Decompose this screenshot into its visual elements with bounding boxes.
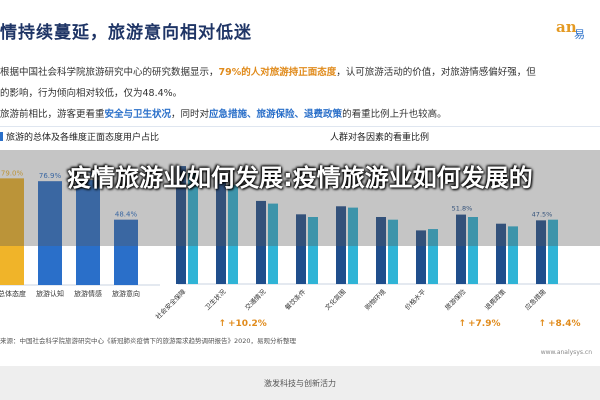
right-bar-1-series-1	[176, 166, 186, 284]
left-bar-value-4: 48.4%	[115, 211, 138, 219]
right-annotation-1: +10.2%	[228, 319, 267, 329]
right-bar-7-series-1	[416, 230, 426, 284]
highlight-79: 79%的人对旅游持正面态度	[218, 67, 337, 78]
right-chart-title-text: 人群对各因素的看重比例	[330, 133, 430, 143]
left-category-label-1: 总体态度	[0, 289, 26, 298]
right-category-label-6: 购物环境	[363, 287, 388, 312]
title-overlay	[0, 150, 600, 246]
right-bar-4-series-2	[308, 217, 318, 284]
summary-line-1: 根据中国社会科学院旅游研究中心的研究数据显示，79%的人对旅游持正面态度，认可旅…	[0, 62, 600, 83]
right-value-label-2: 47.5%	[532, 210, 553, 218]
right-category-label-8: 旅游保险	[443, 287, 468, 312]
summary-text: 的影响，行为倾向相对较低，仅为48.4%。	[0, 88, 183, 99]
title-marker	[0, 132, 3, 141]
footer-bar: 激发科技与创新活力	[0, 366, 600, 400]
right-bar-5-series-1	[336, 206, 346, 284]
right-bar-1-series-2	[188, 171, 198, 284]
right-category-label-4: 餐饮条件	[283, 287, 308, 312]
source-prefix: 来源：	[0, 337, 20, 345]
right-bar-5-series-2	[348, 207, 358, 284]
brand-logo: an 易	[554, 18, 594, 44]
right-bar-10-series-1	[536, 220, 546, 284]
right-bar-10-series-2	[548, 219, 558, 284]
left-bar-value-3: 77.7%	[77, 171, 100, 179]
left-category-label-3: 旅游情感	[74, 289, 102, 298]
left-bar-1	[0, 178, 24, 285]
right-category-label-1: 社会安全保障	[153, 287, 187, 321]
summary-text: 根据中国社会科学院旅游研究中心的研究数据显示，	[0, 67, 219, 78]
right-bar-3-series-2	[268, 203, 278, 284]
right-category-label-3: 交通情况	[243, 287, 268, 312]
left-category-label-2: 旅游认知	[36, 289, 64, 298]
page-headline: 情持续蔓延，旅游意向相对低迷	[0, 23, 252, 43]
right-bar-8-series-2	[468, 217, 478, 284]
summary-paragraph: 根据中国社会科学院旅游研究中心的研究数据显示，79%的人对旅游持正面态度，认可旅…	[0, 62, 600, 125]
right-chart-title: 人群对各因素的看重比例	[330, 130, 429, 143]
highlight-safety: 安全与卫生状况	[104, 109, 172, 120]
overlay-title: 疫情旅游业如何发展:疫情旅游业如何发展的	[67, 164, 533, 192]
right-bar-2-series-1	[216, 179, 226, 284]
highlight-measures: 应急措施、旅游保险、退费政策	[209, 109, 343, 120]
summary-line-2: 的影响，行为倾向相对较低，仅为48.4%。	[0, 83, 600, 104]
summary-text: 的看重比例上升也较高。	[342, 109, 447, 120]
right-bar-8-series-1	[456, 214, 466, 284]
right-category-label-5: 文化氛围	[323, 287, 348, 312]
right-value-label-1: 51.8%	[452, 205, 473, 213]
left-bar-4	[114, 219, 138, 285]
right-bar-4-series-1	[296, 214, 306, 284]
logo-text: 易	[574, 28, 585, 41]
source-text: 中国社会科学院旅游研究中心《新冠肺炎疫情下的旅游需求趋势调研报告》2020，易观…	[19, 337, 297, 345]
section-divider	[0, 126, 600, 127]
right-category-label-10: 应急措施	[523, 287, 548, 312]
summary-text: ，认可旅游活动的价值，对旅游情感偏好强，但	[336, 67, 536, 78]
right-bar-9-series-2	[508, 226, 518, 284]
logo-mark: an	[556, 18, 577, 36]
right-bar-7-series-2	[428, 229, 438, 284]
left-bar-2	[38, 181, 62, 285]
right-category-label-9: 退费政策	[483, 287, 508, 312]
summary-text: ，同时对	[171, 109, 210, 120]
up-arrow-icon: ↑	[538, 319, 546, 329]
left-bar-value-1: 79.0%	[1, 169, 24, 177]
left-chart-title-text: 旅游的总体及各维度正面态度用户占比	[6, 133, 160, 143]
site-watermark: www.analysys.cn	[540, 349, 592, 356]
right-bar-9-series-1	[496, 223, 506, 284]
right-bar-2-series-2	[228, 184, 238, 284]
right-bar-6-series-2	[388, 219, 398, 284]
source-note: 来源：中国社会科学院旅游研究中心《新冠肺炎疫情下的旅游需求趋势调研报告》2020…	[0, 335, 296, 345]
right-annotation-2: +7.9%	[468, 319, 501, 329]
up-arrow-icon: ↑	[218, 319, 226, 329]
header-bar: 情持续蔓延，旅游意向相对低迷 an 易	[0, 0, 600, 56]
left-category-label-4: 旅游意向	[112, 289, 140, 298]
right-category-label-2: 卫生状况	[203, 287, 228, 312]
right-bar-6-series-1	[376, 217, 386, 284]
right-annotation-3: +8.4%	[548, 319, 581, 329]
left-chart-title: 旅游的总体及各维度正面态度用户占比	[0, 130, 159, 143]
summary-line-3: 旅游前相比，游客更看重安全与卫生状况，同时对应急措施、旅游保险、退费政策的看重比…	[0, 104, 600, 125]
right-category-label-7: 价格水平	[403, 287, 428, 312]
right-bar-3-series-1	[256, 200, 266, 284]
up-arrow-icon: ↑	[458, 319, 466, 329]
left-bar-3	[76, 180, 100, 285]
footer-slogan: 激发科技与创新活力	[264, 379, 336, 388]
left-bar-value-2: 76.9%	[39, 172, 62, 180]
summary-text: 旅游前相比，游客更看重	[0, 109, 105, 120]
